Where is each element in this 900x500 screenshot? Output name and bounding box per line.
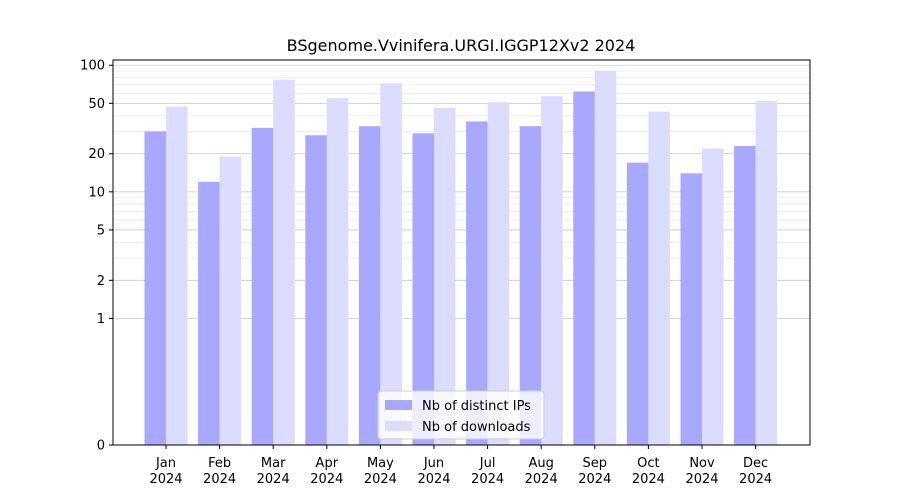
bar-distinct-ips bbox=[412, 133, 434, 445]
legend-box bbox=[377, 390, 545, 440]
legend-swatch-downloads bbox=[385, 421, 412, 431]
legend-swatch-distinct-ips bbox=[385, 400, 412, 410]
bar-distinct-ips bbox=[573, 91, 595, 445]
bar-downloads bbox=[487, 102, 510, 445]
chart-title: BSgenome.Vvinifera.URGI.IGGP12Xv2 2024 bbox=[287, 36, 636, 55]
bar-distinct-ips bbox=[466, 121, 488, 445]
y-tick-label: 50 bbox=[88, 97, 105, 112]
x-tick-label: Dec 2024 bbox=[739, 456, 772, 487]
x-tick-label: May 2024 bbox=[364, 456, 397, 487]
x-tick-label: Jan 2024 bbox=[149, 456, 182, 487]
bar-downloads bbox=[434, 107, 456, 446]
y-tick-label: 10 bbox=[88, 185, 105, 200]
axes: 0 1 2 5 10 20 50 100 Jan 2024 Feb 2024 Mar 2024 Apr 202… bbox=[80, 59, 811, 487]
x-tick-label: Jul 2024 bbox=[471, 456, 504, 487]
legend-label-distinct-ips: Nb of distinct IPs bbox=[422, 399, 531, 414]
bar-downloads bbox=[380, 83, 402, 445]
y-tick-label: 2 bbox=[97, 274, 105, 289]
bar-distinct-ips bbox=[626, 162, 649, 445]
y-tick-label: 100 bbox=[80, 59, 105, 74]
bar-distinct-ips bbox=[144, 131, 166, 445]
x-tick-label: Apr 2024 bbox=[310, 456, 343, 487]
bar-distinct-ips bbox=[519, 126, 542, 446]
legend: Nb of distinct IPs Nb of downloads bbox=[377, 390, 545, 440]
x-tick-label: Sep 2024 bbox=[578, 456, 611, 487]
x-tick-label: Nov 2024 bbox=[685, 456, 718, 487]
x-tick-label: Mar 2024 bbox=[257, 456, 290, 487]
bar-downloads bbox=[219, 156, 242, 446]
x-tick-label: Oct 2024 bbox=[632, 456, 665, 487]
y-tick-label: 1 bbox=[97, 312, 105, 327]
bar-downloads bbox=[166, 106, 188, 445]
bar-downloads bbox=[326, 98, 349, 445]
bar-distinct-ips bbox=[358, 126, 381, 446]
bar-downloads bbox=[541, 96, 563, 446]
bar-distinct-ips bbox=[734, 146, 756, 445]
bar-distinct-ips bbox=[198, 181, 220, 445]
bar-downloads bbox=[702, 148, 724, 445]
bar-downloads bbox=[755, 101, 778, 446]
x-tick-label: Aug 2024 bbox=[525, 456, 558, 487]
y-tick-label: 20 bbox=[88, 147, 105, 162]
plot-frame bbox=[112, 59, 811, 446]
x-tick-label: Feb 2024 bbox=[203, 456, 236, 487]
y-tick-label: 5 bbox=[97, 223, 105, 238]
legend-label-downloads: Nb of downloads bbox=[422, 420, 531, 435]
y-tick-label: 0 bbox=[97, 439, 105, 454]
bars bbox=[144, 71, 778, 446]
bar-downloads bbox=[594, 71, 617, 446]
bar-distinct-ips bbox=[251, 127, 274, 445]
bar-distinct-ips bbox=[305, 135, 327, 445]
bar-downloads bbox=[273, 79, 295, 446]
x-tick-label: Jun 2024 bbox=[417, 456, 450, 487]
bar-distinct-ips bbox=[680, 173, 702, 445]
bar-downloads bbox=[648, 111, 670, 445]
